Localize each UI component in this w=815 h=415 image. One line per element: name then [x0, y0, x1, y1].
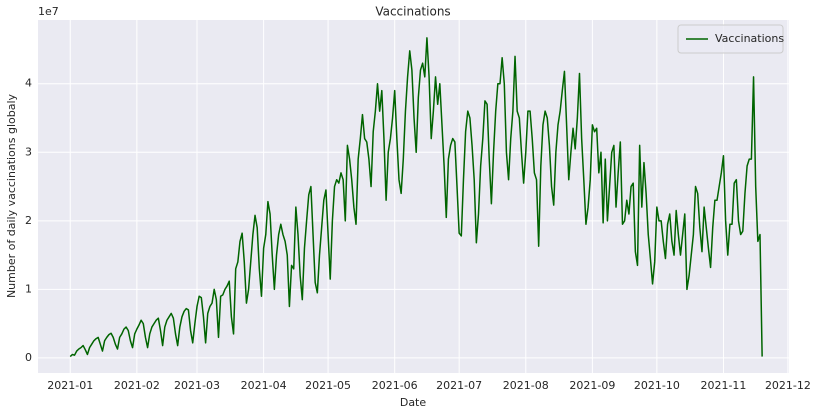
legend-label: Vaccinations	[715, 32, 784, 45]
x-tick-label: 2021-01	[47, 379, 93, 392]
x-tick-label: 2021-04	[241, 379, 287, 392]
legend: Vaccinations	[677, 24, 784, 54]
x-tick-label: 2021-08	[503, 379, 549, 392]
x-tick-label: 2021-06	[372, 379, 418, 392]
x-tick-label: 2021-12	[765, 379, 811, 392]
y-tick-label: 4	[25, 77, 32, 90]
y-tick-label: 2	[25, 214, 32, 227]
x-tick-label: 2021-02	[114, 379, 160, 392]
grid	[38, 20, 789, 373]
x-tick-label: 2021-09	[569, 379, 615, 392]
data-line	[69, 37, 763, 358]
chart-title: Vaccinations	[375, 5, 450, 19]
x-tick-label: 2021-03	[174, 379, 220, 392]
x-tick-label: 2021-05	[305, 379, 351, 392]
plot-area	[38, 20, 789, 373]
x-tick-label: 2021-11	[700, 379, 746, 392]
x-axis-label: Date	[400, 396, 427, 409]
x-tick-label: 2021-07	[436, 379, 482, 392]
legend-box	[677, 24, 784, 54]
x-tick-label: 2021-10	[634, 379, 680, 392]
y-axis-label: Number of daily vaccinations globaly	[5, 93, 18, 298]
y-tick-label: 3	[25, 145, 32, 158]
y-tick-label: 1	[25, 282, 32, 295]
y-tick-label: 0	[25, 351, 32, 364]
y-offset-label: 1e7	[38, 5, 59, 18]
